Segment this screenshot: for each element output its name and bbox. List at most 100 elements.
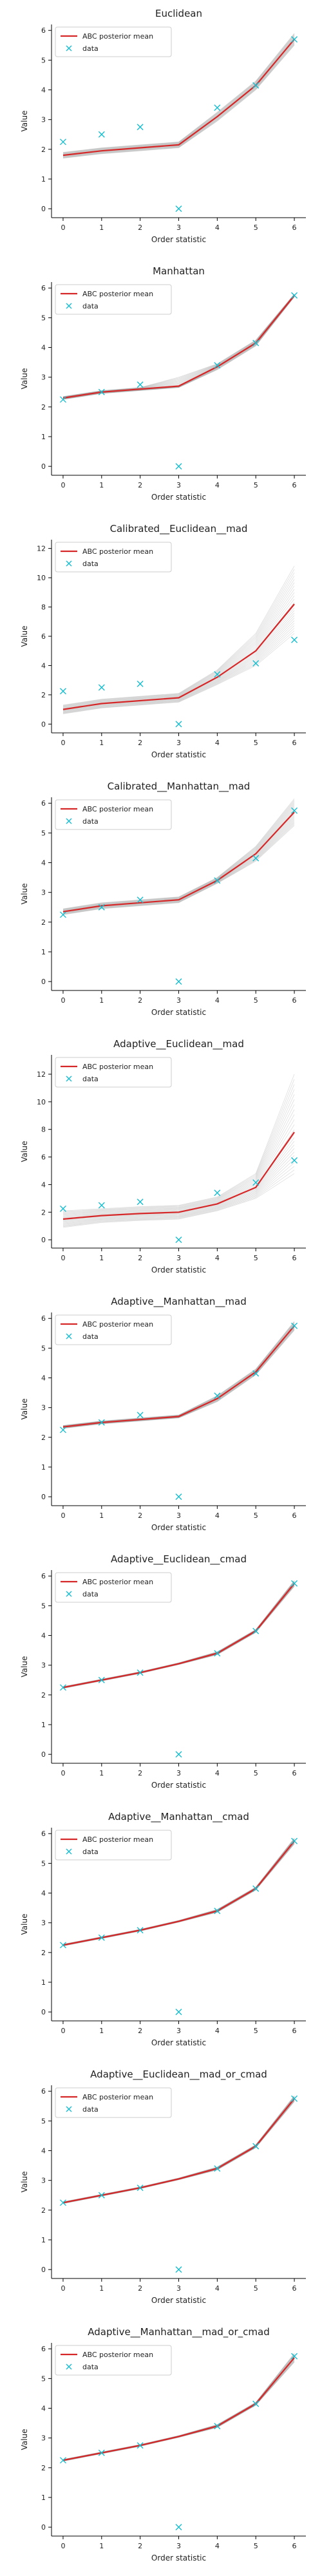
- y-tick-label: 6: [41, 1314, 46, 1323]
- legend: ABC posterior mean data: [55, 27, 171, 57]
- data-point: [176, 2267, 182, 2273]
- x-tick-label: 3: [176, 2284, 181, 2293]
- y-tick-label: 4: [41, 1889, 46, 1898]
- y-tick-label: 0: [41, 2266, 46, 2274]
- chart-panel: Euclidean 0 1 2 3 4 5 6 0 1 2 3 4 5 6 Order statistic Va…: [0, 0, 322, 258]
- x-axis-label: Order statistic: [151, 750, 206, 759]
- x-tick-label: 1: [99, 223, 104, 232]
- x-tick-label: 1: [99, 739, 104, 747]
- y-tick-label: 6: [41, 26, 46, 35]
- legend-box: [55, 2345, 171, 2375]
- posterior-sample-line: [63, 2362, 294, 2461]
- x-tick-label: 3: [176, 739, 181, 747]
- x-tick-label: 2: [138, 2027, 142, 2035]
- y-tick-label: 4: [41, 661, 46, 670]
- x-tick-label: 3: [176, 996, 181, 1005]
- x-axis-label: Order statistic: [151, 235, 206, 244]
- x-tick-label: 2: [138, 1511, 142, 1520]
- x-tick-label: 2: [138, 223, 142, 232]
- data-point: [60, 1427, 66, 1433]
- x-tick-label: 5: [254, 2542, 258, 2550]
- x-tick-label: 1: [99, 1254, 104, 1262]
- y-tick-label: 0: [41, 720, 46, 728]
- chart-panel: Adaptive__Manhattan__mad_or_cmad0 1 2 3 4 5 60…: [0, 2318, 322, 2576]
- posterior-sample-line: [63, 42, 294, 156]
- y-tick-label: 6: [41, 1572, 46, 1580]
- posterior-sample-line: [63, 573, 294, 706]
- x-axis-label: Order statistic: [151, 2553, 206, 2562]
- y-tick-label: 0: [41, 1493, 46, 1501]
- legend-box: [55, 542, 171, 572]
- y-tick-label: 8: [41, 603, 46, 612]
- x-tick-label: 3: [176, 1254, 181, 1262]
- legend-box: [55, 27, 171, 57]
- data-point: [60, 139, 66, 145]
- chart-title: Manhattan: [153, 265, 205, 277]
- y-tick-label: 2: [41, 1208, 46, 1217]
- x-tick-label: 1: [99, 2542, 104, 2550]
- legend-mean-label: ABC posterior mean: [82, 1063, 153, 1071]
- legend-data-label: data: [82, 302, 99, 310]
- posterior-sample-line: [63, 43, 294, 156]
- y-tick-label: 0: [41, 1750, 46, 1759]
- y-axis-label: Value: [20, 1914, 29, 1935]
- y-tick-label: 4: [41, 1632, 46, 1640]
- y-tick-label: 8: [41, 1126, 46, 1134]
- x-tick-label: 0: [61, 739, 65, 747]
- posterior-sample-line: [63, 576, 294, 706]
- data-point: [292, 1157, 298, 1163]
- x-tick-label: 4: [215, 223, 220, 232]
- y-axis-label: Value: [20, 111, 29, 132]
- legend-mean-label: ABC posterior mean: [82, 805, 153, 813]
- posterior-sample-line: [63, 44, 294, 158]
- data-point: [137, 1412, 143, 1418]
- data-point: [176, 1494, 182, 1500]
- legend-data-label: data: [82, 560, 99, 568]
- data-point: [137, 1199, 143, 1205]
- chart-title: Euclidean: [155, 8, 202, 19]
- legend: ABC posterior mean data: [55, 2345, 171, 2375]
- posterior-sample-line: [63, 2361, 294, 2461]
- legend: ABC posterior mean data: [55, 1057, 171, 1087]
- y-tick-label: 0: [41, 1236, 46, 1244]
- data-point: [176, 979, 182, 985]
- x-tick-label: 0: [61, 1769, 65, 1777]
- chart-title: Adaptive__Euclidean__mad_or_cmad: [90, 2069, 267, 2081]
- posterior-sample-line: [63, 1074, 294, 1211]
- y-tick-label: 0: [41, 2523, 46, 2532]
- chart-panel: Manhattan0 1 2 3 4 5 60123456Order statisticVa…: [0, 258, 322, 515]
- y-axis-label: Value: [20, 368, 29, 390]
- legend-data-label: data: [82, 2363, 99, 2371]
- legend: ABC posterior mean data: [55, 2088, 171, 2117]
- x-tick-label: 4: [215, 1769, 220, 1777]
- posterior-sample-line: [63, 580, 294, 707]
- legend-mean-label: ABC posterior mean: [82, 1578, 153, 1586]
- legend-data-label: data: [82, 44, 99, 53]
- posterior-sample-line: [63, 1099, 294, 1215]
- legend-mean-label: ABC posterior mean: [82, 32, 153, 41]
- y-tick-label: 4: [41, 86, 46, 95]
- y-tick-label: 2: [41, 1949, 46, 1957]
- legend-mean-label: ABC posterior mean: [82, 2351, 153, 2359]
- y-tick-label: 1: [41, 1463, 46, 1472]
- posterior-sample-line: [63, 45, 294, 158]
- data-point: [214, 1190, 220, 1196]
- x-tick-label: 6: [292, 1769, 297, 1777]
- y-tick-label: 5: [41, 1602, 46, 1610]
- data-point: [176, 1752, 182, 1757]
- y-axis-label: Value: [20, 884, 29, 905]
- legend-box: [55, 800, 171, 829]
- y-axis-label: Value: [20, 1656, 29, 1678]
- x-tick-label: 5: [254, 2027, 258, 2035]
- x-axis-label: Order statistic: [151, 2296, 206, 2305]
- data-point: [99, 131, 104, 137]
- posterior-samples: [63, 566, 294, 714]
- posterior-sample-line: [63, 1110, 294, 1216]
- x-tick-label: 1: [99, 1769, 104, 1777]
- legend-box: [55, 1830, 171, 1860]
- legend-box: [55, 285, 171, 314]
- posterior-sample-line: [63, 569, 294, 705]
- chart-title: Adaptive__Euclidean__mad: [113, 1038, 244, 1050]
- x-tick-label: 6: [292, 996, 297, 1005]
